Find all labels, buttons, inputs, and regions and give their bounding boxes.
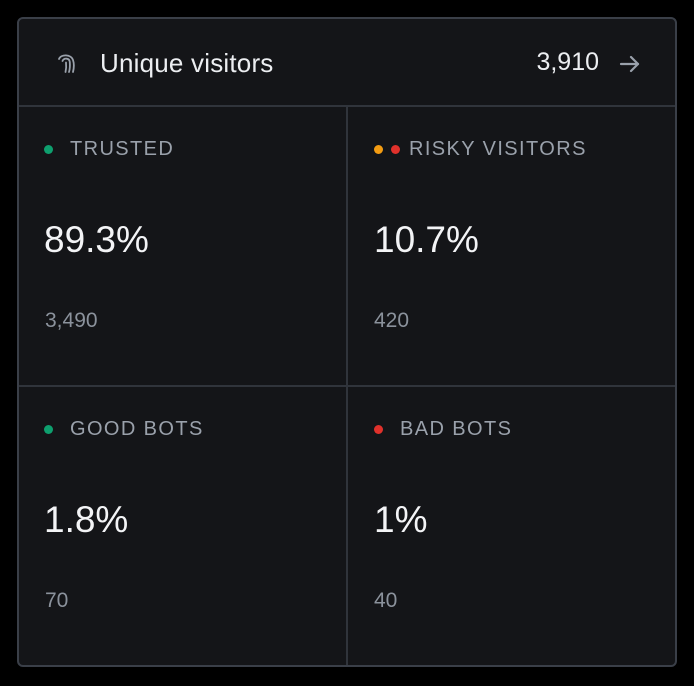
- segment-label: BAD BOTS: [400, 417, 513, 440]
- segment-label-row: BAD BOTS: [374, 417, 512, 441]
- segment-good-bots: GOOD BOTS 1.8% 70: [19, 387, 348, 665]
- segment-percent: 10.7%: [374, 219, 479, 260]
- segment-count: 40: [374, 589, 398, 612]
- orange-status-dot: [374, 144, 383, 154]
- segment-trusted: TRUSTED 89.3% 3,490: [19, 107, 348, 387]
- segment-risky-visitors: RISKY VISITORS 10.7% 420: [348, 107, 675, 387]
- segment-label: TRUSTED: [70, 137, 175, 160]
- segment-label: GOOD BOTS: [70, 417, 204, 440]
- status-dots: [374, 144, 400, 154]
- green-status-dot: [44, 144, 53, 154]
- segment-label-row: RISKY VISITORS: [374, 137, 587, 161]
- segment-count: 420: [374, 309, 410, 332]
- total-visitors-count: 3,910: [536, 48, 599, 76]
- unique-visitors-card: Unique visitors 3,910 TRUSTED 89.3% 3,49…: [17, 17, 677, 667]
- segment-count: 70: [45, 589, 69, 612]
- segment-percent: 89.3%: [44, 219, 149, 260]
- segment-count: 3,490: [45, 309, 98, 332]
- segment-bad-bots: BAD BOTS 1% 40: [348, 387, 675, 665]
- segment-percent: 1.8%: [44, 499, 129, 540]
- fingerprint-icon: [58, 54, 75, 73]
- segment-label-row: TRUSTED: [44, 137, 174, 161]
- green-status-dot: [44, 424, 53, 434]
- red-status-dot: [374, 424, 383, 434]
- red-status-dot: [391, 144, 400, 154]
- card-header[interactable]: Unique visitors 3,910: [19, 19, 675, 107]
- segment-label-row: GOOD BOTS: [44, 417, 204, 441]
- visitor-segments-grid: TRUSTED 89.3% 3,490 RISKY VISITORS 10.7%…: [19, 107, 675, 665]
- arrow-right-icon[interactable]: [617, 51, 643, 77]
- segment-label: RISKY VISITORS: [409, 137, 587, 160]
- card-title: Unique visitors: [100, 48, 274, 78]
- segment-percent: 1%: [374, 499, 428, 540]
